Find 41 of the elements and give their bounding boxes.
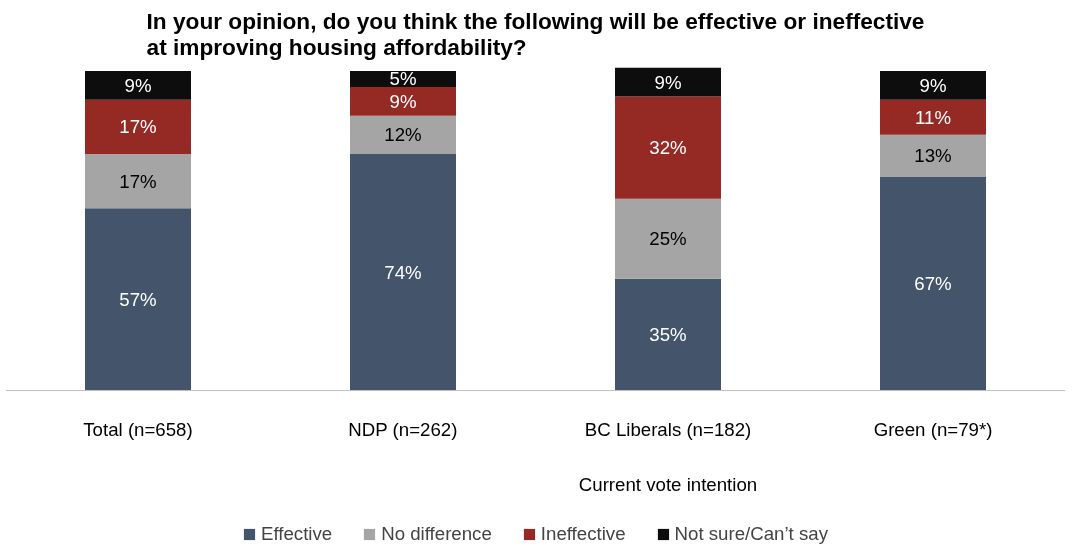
x-tick-label: Green (n=79*) [873,418,993,440]
legend-label: Effective [260,523,333,545]
x-tick-label: BC Liberals (n=182) [584,418,752,440]
data-label: 13% [914,145,952,167]
bar [350,154,456,391]
data-label: 17% [119,170,157,192]
data-label: 35% [649,324,687,346]
bar [350,86,456,116]
x-tick-label: NDP (n=262) [348,418,458,440]
data-label: 12% [384,124,422,146]
data-label: 25% [649,228,687,250]
legend-label: No difference [381,523,492,545]
data-label: 57% [119,288,157,310]
data-label: 9% [124,74,152,96]
data-label: 74% [384,261,422,283]
bar [880,176,986,391]
data-label: 9% [919,74,947,96]
bar [85,70,191,100]
data-label: 11% [915,106,951,128]
data-label: 32% [649,137,687,159]
bar [615,96,721,199]
data-label: 17% [119,116,157,138]
data-label: 9% [389,90,417,112]
bar [615,198,721,279]
bar [880,99,986,135]
data-label: 5% [389,68,417,90]
data-label: 9% [654,71,682,93]
bar [880,134,986,177]
bar [615,67,721,97]
legend-label: Ineffective [540,523,626,545]
bar [880,70,986,100]
data-label: 67% [914,272,952,294]
bar [615,278,721,391]
x-tick-label: Total (n=658) [83,418,193,440]
bar [350,115,456,155]
text: Current vote intention [578,473,758,495]
bar [85,154,191,209]
bar [85,99,191,155]
legend-label: Not sure/Can’t say [674,523,829,545]
chart-title: In your opinion, do you think the following will be effective or ineffective at improving housing affordability? [146,7,925,60]
bar [85,208,191,391]
